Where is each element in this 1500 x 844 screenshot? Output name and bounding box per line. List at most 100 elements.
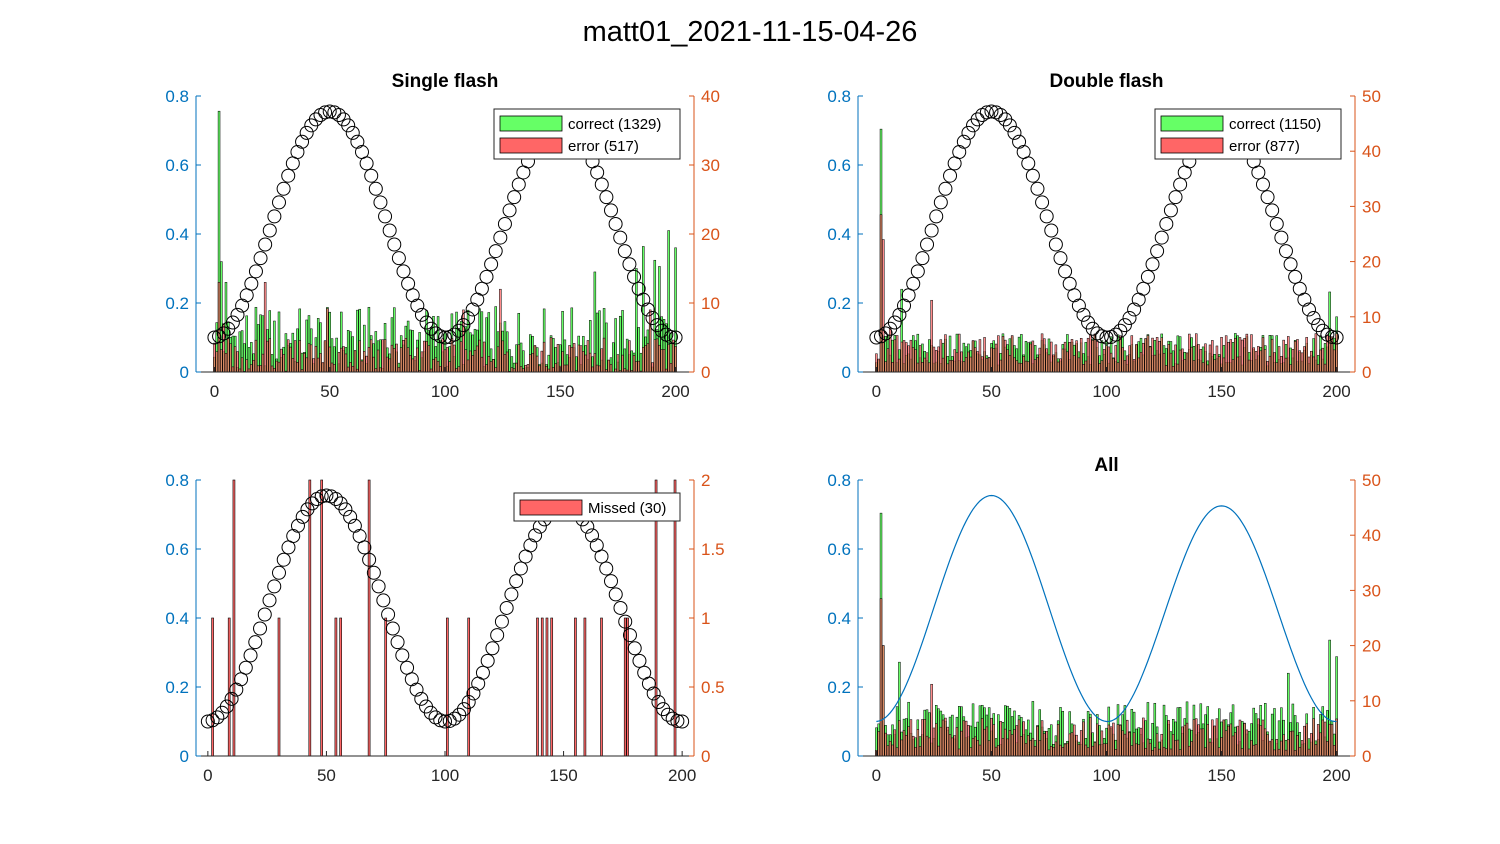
error-bar: [902, 340, 906, 373]
curve-marker: [272, 195, 286, 210]
error-bar: [932, 727, 936, 757]
error-bar: [978, 339, 982, 373]
error-bar: [268, 338, 272, 373]
curve-marker: [528, 528, 543, 543]
curve-marker: [906, 276, 921, 291]
error-bar: [1024, 360, 1028, 373]
error-bar: [1270, 739, 1274, 757]
error-bar: [570, 347, 574, 373]
error-bar: [1291, 730, 1295, 757]
curve-marker: [338, 502, 353, 517]
error-bar: [978, 744, 982, 757]
error-bar: [886, 745, 890, 757]
error-bar: [1197, 344, 1200, 373]
error-bar: [1259, 725, 1262, 757]
curve-marker: [364, 168, 379, 183]
missed-bar: [277, 617, 281, 757]
error-bar: [245, 359, 248, 373]
error-bar: [1155, 337, 1159, 373]
error-bar: [877, 731, 880, 757]
correct-bar: [614, 318, 617, 373]
error-bar: [1321, 719, 1325, 757]
curve-marker: [290, 145, 305, 160]
error-bar: [1165, 748, 1168, 757]
curve-marker: [484, 257, 499, 272]
curve-marker: [428, 710, 443, 725]
error-bar: [393, 348, 396, 373]
correct-bar: [429, 327, 433, 373]
error-bar: [1199, 728, 1203, 757]
error-bar: [1250, 740, 1253, 757]
missed-bar: [339, 617, 342, 757]
error-bar: [1137, 357, 1140, 373]
curve-marker: [1025, 168, 1040, 183]
error-bar: [1059, 358, 1062, 373]
error-bar: [628, 340, 631, 373]
error-bar: [1077, 744, 1081, 757]
curve-marker: [428, 326, 443, 341]
error-bar: [1121, 730, 1124, 757]
error-bar: [1188, 333, 1191, 373]
error-bar: [515, 362, 518, 373]
error-bar: [480, 356, 484, 373]
error-bar: [314, 346, 318, 373]
error-bar: [1268, 355, 1272, 373]
error-bar: [1291, 349, 1295, 373]
error-bar: [282, 354, 285, 373]
error-bar: [1266, 361, 1269, 373]
error-bar: [358, 340, 361, 373]
error-bar: [1107, 346, 1111, 373]
error-bar: [466, 359, 470, 373]
error-bar: [469, 350, 472, 373]
right-tick-label: 2: [701, 471, 710, 490]
error-bar: [1027, 735, 1030, 757]
curve-marker: [230, 307, 245, 322]
legend-label: correct (1150): [1229, 116, 1321, 133]
error-bar: [1066, 742, 1069, 757]
left-tick-label: 0.4: [165, 225, 189, 244]
error-bar: [898, 720, 901, 757]
curve-marker: [938, 181, 953, 196]
error-bar: [538, 365, 541, 373]
error-bar: [383, 339, 387, 373]
curve-marker: [1085, 321, 1100, 336]
curve-marker: [465, 302, 480, 317]
error-bar: [1063, 743, 1067, 757]
error-bar: [1098, 363, 1101, 373]
curve-marker: [1159, 216, 1174, 231]
curve-marker: [461, 695, 476, 710]
error-bar: [1050, 746, 1053, 757]
error-bar: [939, 339, 943, 373]
curve-marker: [1021, 156, 1036, 171]
error-bar: [1227, 342, 1230, 373]
error-bar: [994, 746, 998, 757]
correct-bar: [273, 320, 276, 373]
error-bar: [985, 726, 989, 757]
curve-marker: [618, 614, 633, 629]
error-bar: [1261, 337, 1265, 373]
error-bar: [259, 365, 262, 373]
correct-bar: [595, 312, 599, 373]
error-bar: [1119, 335, 1122, 373]
error-bar: [946, 726, 949, 757]
curve-marker: [961, 125, 976, 140]
error-bar: [669, 363, 673, 373]
error-bar: [941, 357, 945, 373]
missed-bar: [583, 617, 587, 757]
curve-marker: [382, 223, 397, 238]
figure-title: matt01_2021-11-15-04-26: [582, 16, 918, 48]
error-bar: [1079, 730, 1083, 757]
curve-marker: [438, 714, 452, 729]
error-bar: [1289, 364, 1292, 373]
curve-marker: [924, 223, 939, 238]
error-bar: [1243, 723, 1246, 757]
error-bar: [363, 351, 366, 373]
error-bar: [351, 366, 355, 373]
curve-marker: [1122, 311, 1137, 326]
error-bar: [455, 368, 458, 373]
error-bar: [955, 727, 959, 757]
error-bar: [298, 340, 301, 373]
x-tick-label: 0: [872, 382, 881, 401]
error-bar: [1185, 352, 1189, 373]
correct-bar: [612, 342, 615, 373]
